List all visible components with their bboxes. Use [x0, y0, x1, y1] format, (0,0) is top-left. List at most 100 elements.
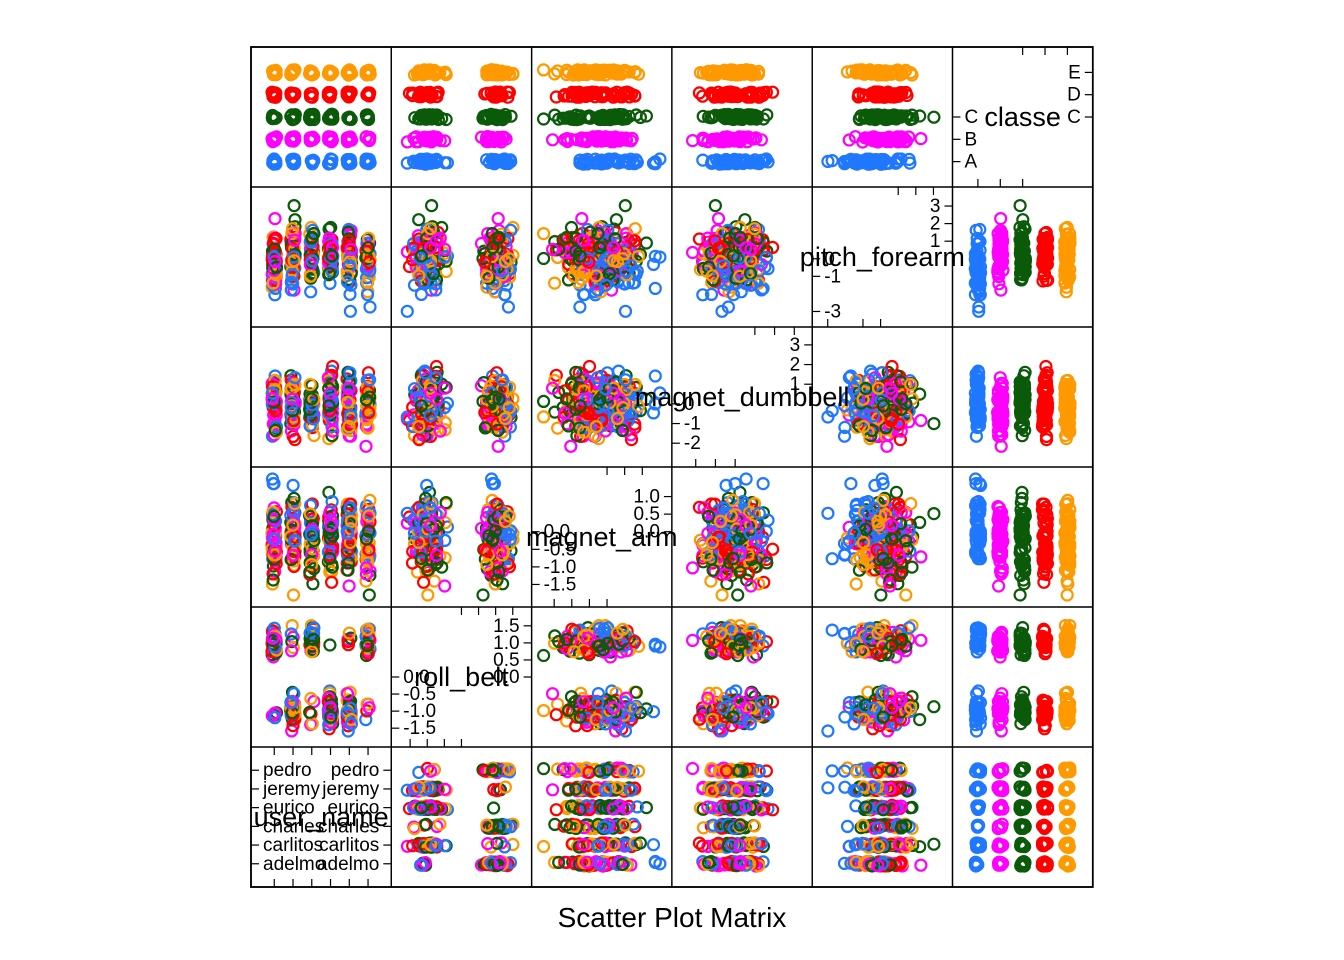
data-point — [1036, 274, 1050, 288]
data-point — [1037, 240, 1051, 254]
data-point — [414, 249, 428, 263]
data-point — [506, 220, 520, 235]
data-point — [429, 371, 443, 385]
data-point — [859, 108, 873, 122]
data-point — [322, 399, 336, 413]
data-point — [552, 112, 566, 126]
data-point — [268, 423, 282, 437]
data-point — [284, 283, 298, 297]
data-point — [624, 259, 638, 273]
data-point — [412, 420, 426, 434]
data-point — [325, 560, 339, 574]
data-point — [414, 399, 428, 413]
data-point — [362, 406, 376, 420]
data-point — [582, 406, 596, 420]
data-point — [413, 393, 427, 407]
data-point — [423, 259, 437, 273]
data-point — [407, 382, 422, 396]
data-point — [883, 132, 897, 146]
data-point — [589, 420, 603, 434]
data-point — [870, 88, 884, 103]
data-point — [287, 199, 301, 213]
data-point — [407, 278, 422, 292]
data-point — [266, 567, 280, 581]
data-point — [425, 199, 439, 213]
data-point — [406, 400, 420, 414]
data-point — [287, 130, 302, 144]
data-point — [498, 411, 512, 426]
data-point — [628, 222, 642, 236]
data-point — [288, 88, 302, 102]
data-point — [972, 300, 986, 314]
data-point — [616, 401, 630, 415]
data-point — [424, 222, 438, 236]
data-point — [726, 249, 740, 263]
data-point — [847, 155, 861, 169]
data-point — [765, 85, 780, 99]
data-point — [743, 156, 758, 170]
data-point — [1058, 269, 1072, 283]
data-point — [1039, 359, 1053, 374]
data-point — [607, 381, 621, 395]
data-point — [269, 404, 283, 418]
data-point — [744, 63, 758, 77]
data-point — [1013, 199, 1027, 213]
data-point — [324, 156, 338, 170]
data-point — [305, 548, 319, 562]
data-point — [725, 86, 739, 100]
data-point — [750, 109, 764, 123]
panel-roll_belt-vs-magnet_dumbbell — [400, 359, 520, 453]
data-point — [266, 573, 280, 587]
data-point — [284, 133, 298, 147]
data-point — [971, 409, 986, 423]
data-point — [303, 377, 317, 392]
data-point — [842, 371, 857, 385]
data-point — [423, 409, 437, 423]
data-point — [871, 135, 885, 149]
data-point — [412, 433, 426, 447]
panel-classe-vs-magnet_dumbbell — [968, 359, 1077, 453]
data-point — [324, 518, 338, 533]
data-point — [569, 365, 583, 379]
data-point — [759, 251, 773, 265]
data-point — [752, 264, 766, 278]
data-point — [265, 392, 279, 406]
data-point — [558, 384, 572, 398]
data-point — [593, 109, 607, 124]
data-point — [361, 385, 375, 399]
data-point — [412, 213, 426, 227]
data-point — [564, 439, 578, 453]
data-point — [972, 278, 987, 292]
data-point — [713, 65, 728, 79]
data-point — [701, 110, 716, 124]
data-point — [874, 152, 889, 167]
data-point — [486, 109, 500, 124]
data-point — [577, 287, 592, 301]
data-point — [286, 518, 300, 532]
data-point — [424, 241, 438, 255]
data-point — [751, 276, 766, 290]
data-point — [624, 152, 638, 166]
data-point — [994, 439, 1008, 453]
data-point — [739, 130, 753, 144]
data-point — [285, 112, 300, 127]
data-point — [430, 133, 444, 147]
data-point — [970, 251, 984, 265]
data-point — [305, 254, 319, 268]
data-point — [478, 421, 492, 435]
data-point — [559, 111, 574, 125]
data-point — [341, 563, 355, 577]
data-point — [653, 250, 667, 264]
data-point — [994, 283, 1008, 297]
data-point — [891, 152, 905, 166]
data-point — [606, 135, 621, 149]
data-point — [851, 90, 865, 104]
data-point — [849, 373, 863, 388]
data-point — [343, 251, 357, 265]
data-point — [305, 557, 319, 572]
data-point — [598, 278, 613, 292]
data-point — [559, 230, 574, 245]
data-point — [994, 399, 1008, 413]
data-point — [305, 398, 319, 412]
data-point — [726, 63, 740, 77]
